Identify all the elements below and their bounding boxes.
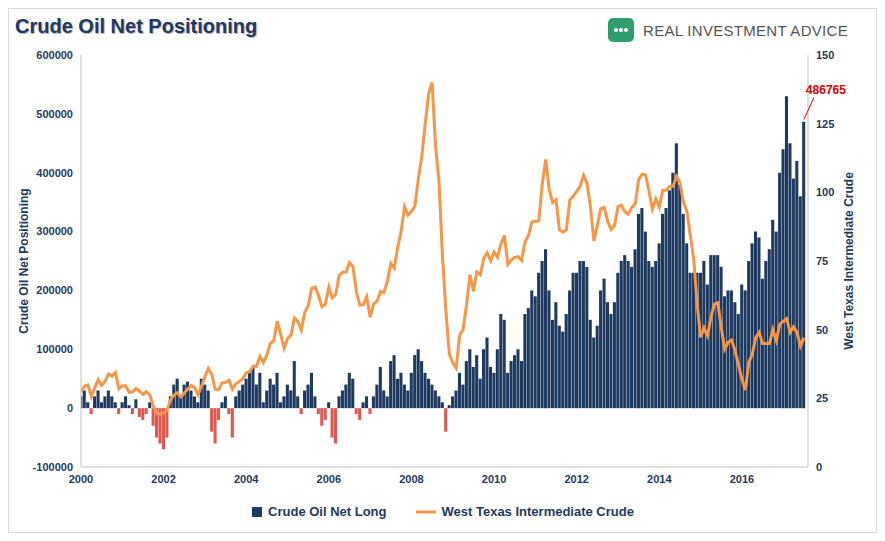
- svg-text:500000: 500000: [36, 108, 73, 120]
- svg-text:600000: 600000: [36, 49, 73, 61]
- svg-text:2006: 2006: [317, 473, 341, 485]
- svg-text:Crude Oil Net Positioning: Crude Oil Net Positioning: [17, 188, 31, 333]
- svg-text:0: 0: [67, 402, 73, 414]
- svg-text:2000: 2000: [69, 473, 93, 485]
- svg-text:400000: 400000: [36, 167, 73, 179]
- svg-text:486765: 486765: [806, 83, 846, 97]
- svg-text:2004: 2004: [234, 473, 259, 485]
- svg-text:200000: 200000: [36, 284, 73, 296]
- svg-text:0: 0: [816, 461, 822, 473]
- svg-text:125: 125: [816, 118, 834, 130]
- svg-text:2016: 2016: [730, 473, 754, 485]
- svg-text:2010: 2010: [482, 473, 506, 485]
- html-text:Crude Oil Net Long: Crude Oil Net Long: [268, 504, 387, 519]
- svg-text:100000: 100000: [36, 343, 73, 355]
- svg-text:2008: 2008: [399, 473, 423, 485]
- svg-text:2014: 2014: [647, 473, 672, 485]
- svg-text:50: 50: [816, 324, 828, 336]
- html-text:Crude Oil Net Positioning: Crude Oil Net Positioning: [15, 15, 258, 37]
- svg-text:West Texas Intermediate Crude: West Texas Intermediate Crude: [842, 172, 856, 350]
- svg-text:25: 25: [816, 392, 828, 404]
- svg-text:300000: 300000: [36, 225, 73, 237]
- html-text:West Texas Intermediate Crude: West Texas Intermediate Crude: [441, 504, 634, 519]
- svg-text:2002: 2002: [151, 473, 175, 485]
- svg-text:75: 75: [816, 255, 828, 267]
- svg-text:150: 150: [816, 49, 834, 61]
- html-text:REAL INVESTMENT ADVICE: REAL INVESTMENT ADVICE: [643, 21, 848, 39]
- svg-text:2012: 2012: [564, 473, 588, 485]
- svg-text:100: 100: [816, 186, 834, 198]
- svg-text:-100000: -100000: [33, 461, 73, 473]
